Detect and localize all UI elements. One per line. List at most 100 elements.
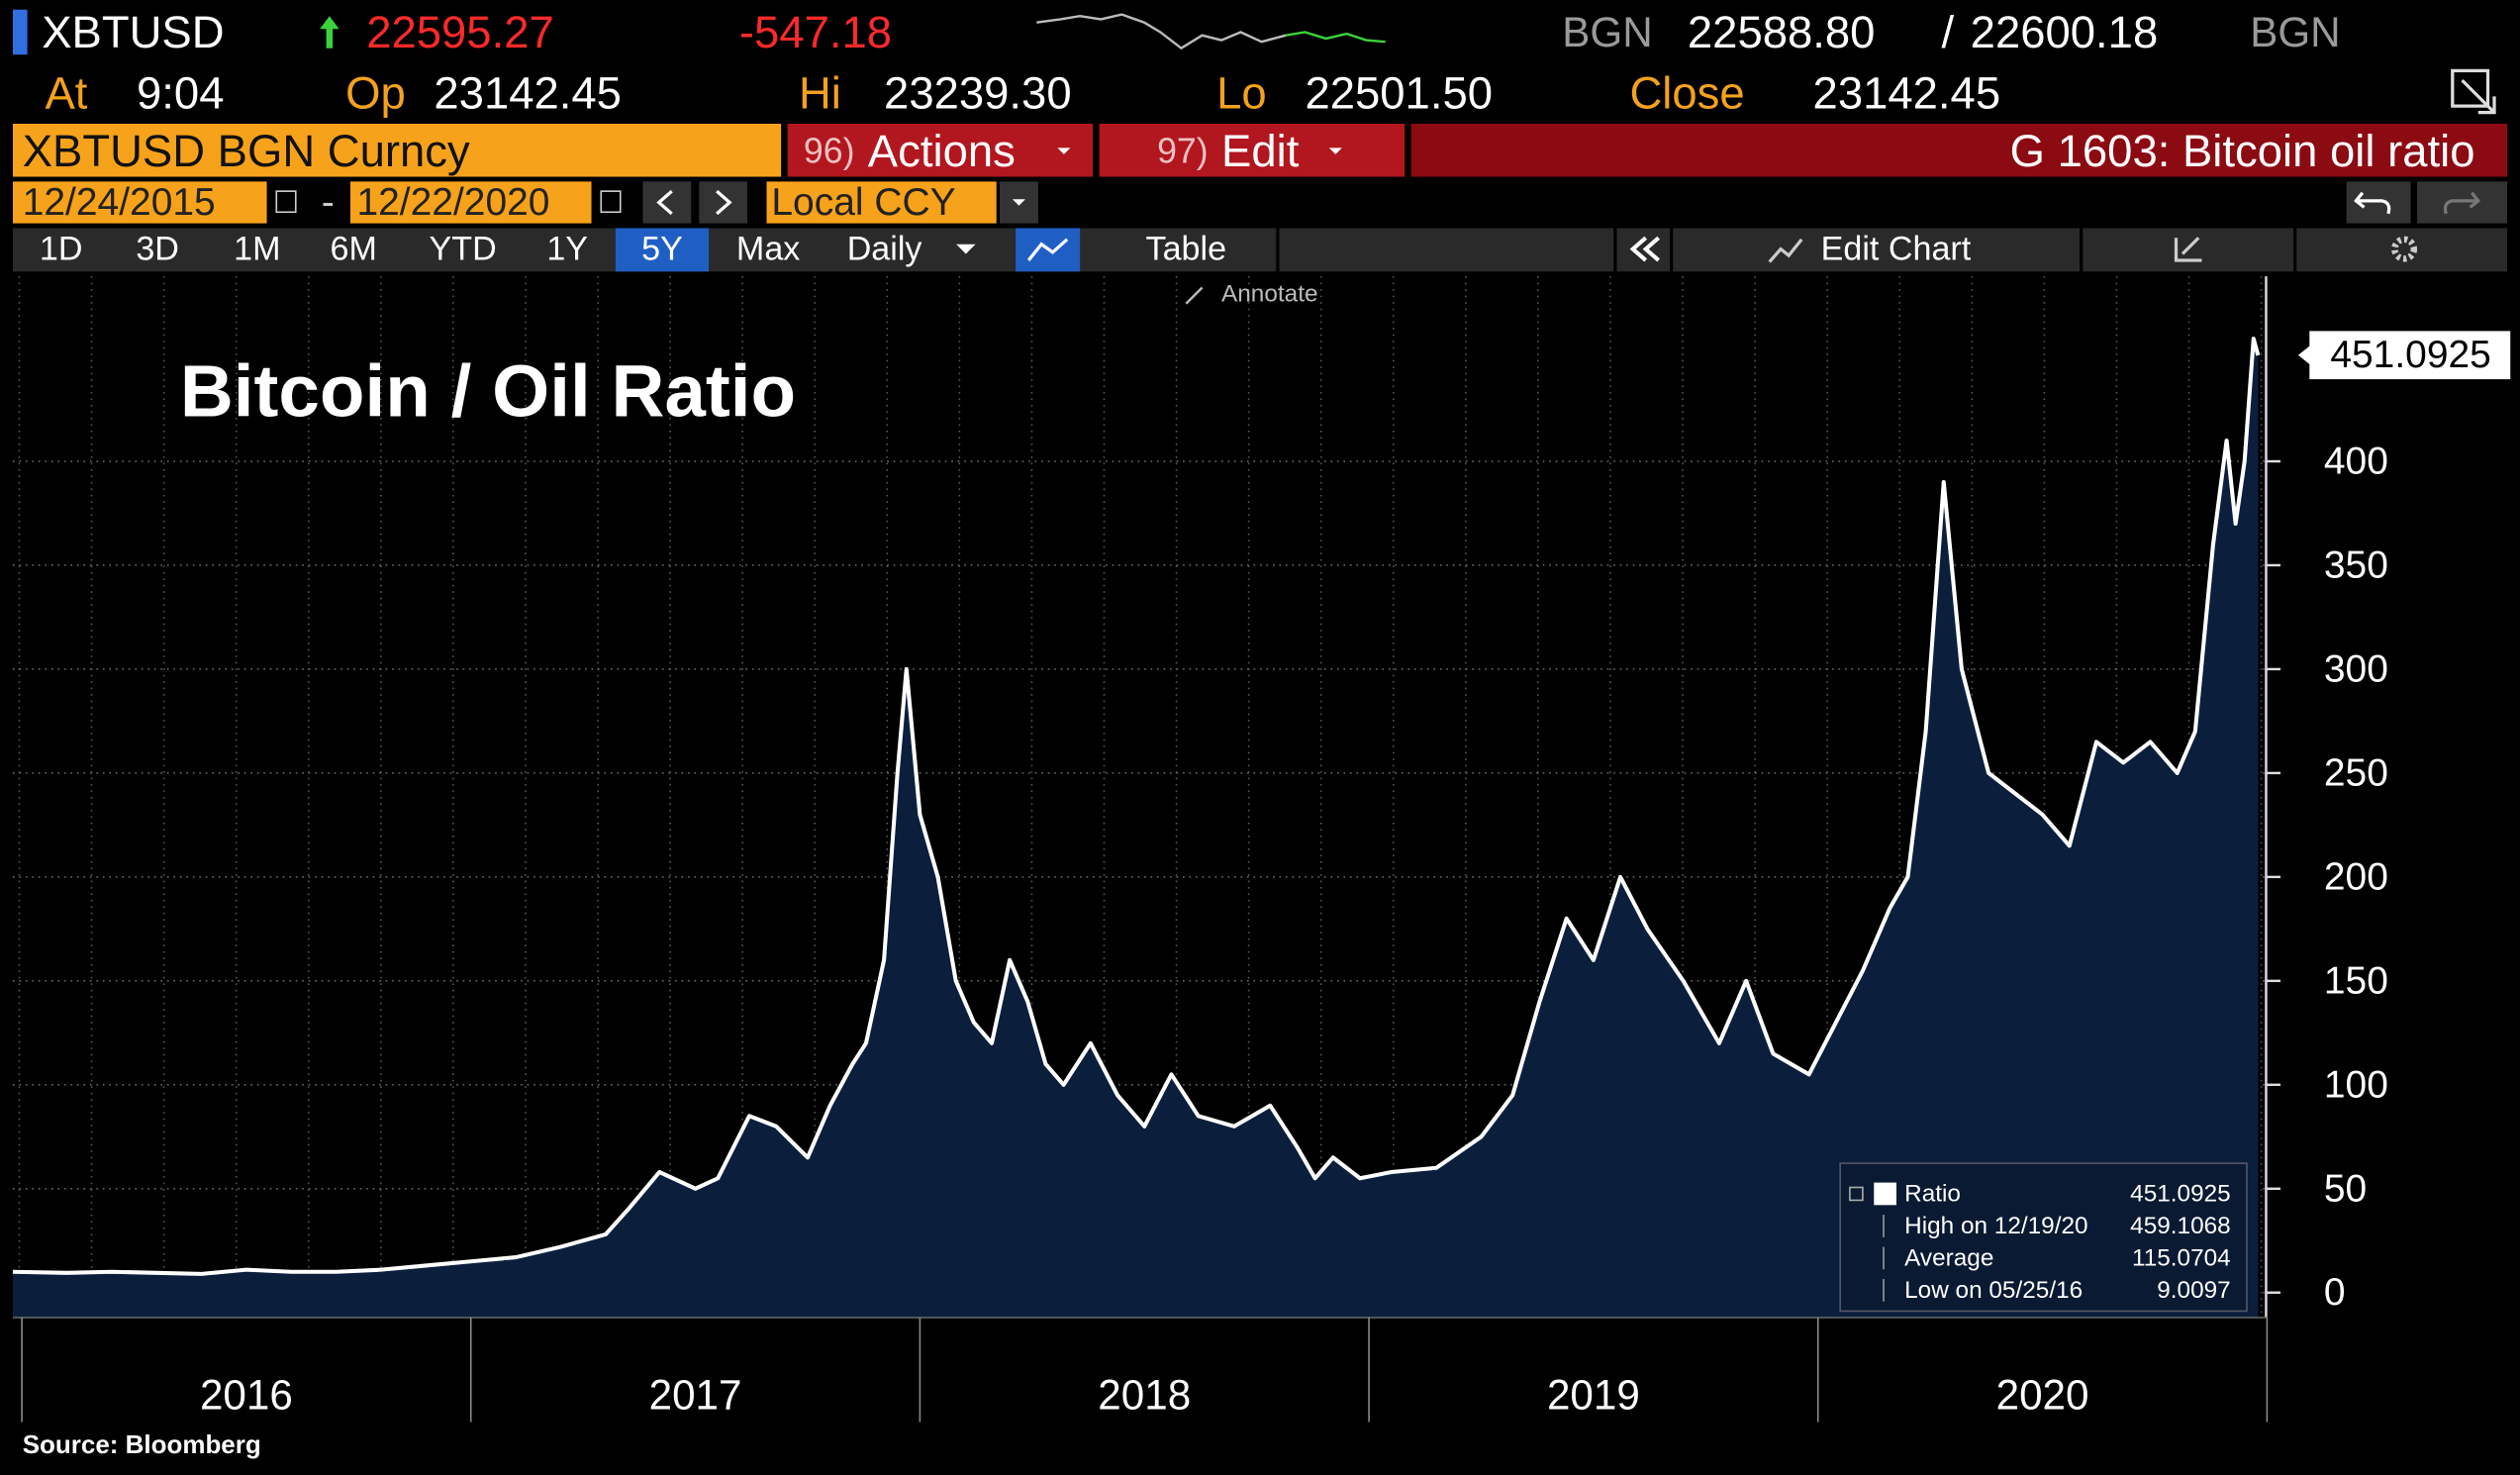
source: Source: Bloomberg — [23, 1429, 261, 1459]
y-tick-label: 150 — [2324, 959, 2388, 1002]
time-label: At — [45, 68, 87, 119]
chart-title: Bitcoin / Oil Ratio — [180, 348, 796, 432]
security-field[interactable] — [12, 123, 782, 177]
end-date-field[interactable] — [349, 181, 592, 224]
y-tick-label: 250 — [2324, 751, 2388, 794]
up-arrow — [320, 16, 339, 49]
separator: / — [1941, 7, 1954, 57]
calendar-icon[interactable] — [600, 190, 622, 214]
edit-num: 97) — [1157, 132, 1209, 171]
y-tick-label: 300 — [2324, 647, 2388, 690]
security: XBTUSD BGN Curncy — [23, 126, 470, 176]
edit: Edit — [1221, 126, 1300, 176]
open-label: Op — [345, 68, 406, 119]
x-tick-label: 2016 — [200, 1371, 293, 1418]
undo-icon — [2354, 191, 2391, 215]
high-value: 23239.30 — [884, 68, 1072, 119]
dropdown-arrow — [1328, 148, 1342, 154]
close-label: Close — [1629, 68, 1744, 119]
period-button[interactable]: 3D — [136, 231, 179, 268]
annotate[interactable]: Annotate — [1221, 281, 1317, 308]
ratio-line — [12, 337, 2261, 1276]
legend-stat-value: 115.0704 — [2132, 1244, 2231, 1271]
chart-name: G 1603: Bitcoin oil ratio — [2010, 126, 2475, 176]
legend-last-value: 451.0925 — [2130, 1180, 2231, 1207]
last-value: 451.0925 — [2330, 334, 2491, 376]
y-tick-label: 50 — [2324, 1167, 2367, 1210]
active-period — [615, 228, 710, 272]
change: -547.18 — [739, 7, 892, 57]
start-date-field[interactable] — [12, 181, 267, 224]
legend-swatch — [1874, 1182, 1896, 1206]
x-tick-label: 2019 — [1547, 1371, 1640, 1418]
settings-icon — [2391, 236, 2418, 262]
next-icon — [716, 189, 732, 216]
period-button[interactable]: 1M — [234, 231, 280, 268]
period-bar — [12, 228, 2508, 272]
actions-num: 96) — [804, 132, 855, 171]
pencil-icon — [2174, 237, 2202, 262]
low-label: Lo — [1216, 68, 1267, 119]
next-button[interactable] — [699, 181, 748, 224]
date-separator: - — [322, 181, 335, 224]
edit-chart[interactable]: Edit Chart — [1821, 231, 1972, 268]
prev-button[interactable] — [642, 181, 692, 224]
legend-stat-label: Low on 05/25/16 — [1904, 1277, 2083, 1304]
edit-chart-icon — [1768, 238, 1803, 263]
table-button[interactable]: Table — [1146, 231, 1226, 268]
legend-box — [1839, 1162, 2248, 1313]
actions-button[interactable] — [787, 123, 1094, 177]
edit-button[interactable] — [1099, 123, 1405, 177]
legend-stat-label: Average — [1904, 1244, 1993, 1271]
period-button[interactable]: 1D — [40, 231, 83, 268]
last-value-box — [2309, 331, 2511, 380]
line-chart-icon — [1026, 238, 1069, 261]
symbol: XBTUSD — [42, 7, 224, 57]
bid: 22588.80 — [1688, 7, 1876, 57]
collapse-icon — [1629, 236, 1661, 262]
end-date: 12/22/2020 — [356, 181, 549, 224]
high-label: Hi — [799, 68, 841, 119]
currency: Local CCY — [771, 181, 955, 224]
legend-stat-value: 459.1068 — [2130, 1213, 2231, 1239]
ask-source: BGN — [2250, 9, 2340, 55]
calendar-icon[interactable] — [275, 190, 297, 214]
period-button[interactable]: YTD — [430, 231, 497, 268]
open-value: 23142.45 — [434, 68, 622, 119]
close-value: 23142.45 — [1813, 68, 2001, 119]
redo-icon — [2443, 191, 2481, 215]
sparkline-recent — [1285, 31, 1386, 44]
y-tick-label: 400 — [2324, 441, 2388, 483]
currency-field[interactable] — [766, 181, 997, 224]
x-tick-label: 2018 — [1098, 1371, 1191, 1418]
x-tick-label: 2017 — [649, 1371, 742, 1418]
y-tick-label: 0 — [2324, 1271, 2346, 1314]
prev-icon — [656, 189, 673, 216]
frequency[interactable]: Daily — [847, 231, 922, 268]
legend-stat-label: High on 12/19/20 — [1904, 1213, 2087, 1239]
last-price: 22595.27 — [366, 7, 554, 57]
y-tick-label: 350 — [2324, 543, 2388, 586]
sparkline — [1036, 13, 1287, 50]
period-button[interactable]: 5Y — [641, 231, 683, 268]
expand-icon — [2451, 68, 2496, 115]
period-button[interactable]: 6M — [331, 231, 377, 268]
security-marker — [12, 9, 28, 55]
area-fill — [12, 339, 2259, 1318]
legend-stat-value: 9.0097 — [2157, 1277, 2230, 1304]
y-tick-label: 100 — [2324, 1063, 2388, 1106]
dropdown-arrow — [1012, 199, 1025, 206]
ask: 22600.18 — [1971, 7, 2159, 57]
period-button[interactable]: Max — [736, 231, 800, 268]
legend-collapse — [1849, 1186, 1864, 1202]
dropdown-arrow — [956, 244, 976, 254]
annotate-icon — [1185, 286, 1204, 305]
actions: Actions — [868, 126, 1016, 176]
chart-name-bar — [1410, 123, 2508, 177]
dropdown-arrow — [1057, 148, 1071, 154]
time-value: 9:04 — [137, 68, 224, 119]
y-tick-label: 200 — [2324, 855, 2388, 898]
period-button[interactable]: 1Y — [546, 231, 588, 268]
